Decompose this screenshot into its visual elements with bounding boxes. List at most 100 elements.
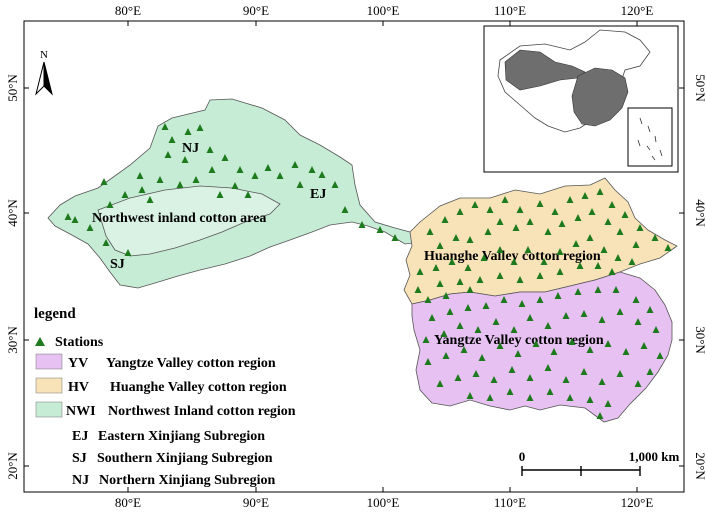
legend-sj-code: SJ	[72, 451, 87, 466]
station-marker-icon	[466, 392, 474, 399]
station-marker-icon	[574, 288, 582, 295]
station-marker-icon	[448, 258, 456, 265]
station-marker-icon	[551, 208, 559, 215]
station-marker-icon	[460, 346, 468, 353]
station-marker-icon	[544, 364, 552, 371]
station-marker-icon	[466, 236, 474, 243]
legend-station-icon	[35, 337, 45, 346]
legend-hv-text: Huanghe Valley cotton region	[110, 380, 287, 395]
station-marker-icon	[480, 254, 488, 261]
nwi-label: Northwest inland cotton area	[92, 211, 266, 226]
legend-nj-text: Northern Xinjiang Subregion	[99, 473, 276, 488]
legend-title: legend	[34, 306, 76, 322]
station-marker-icon	[628, 258, 636, 265]
station-marker-icon	[424, 358, 432, 365]
station-marker-icon	[436, 280, 444, 287]
station-marker-icon	[484, 228, 492, 235]
station-marker-icon	[441, 216, 449, 223]
station-marker-icon	[508, 366, 516, 373]
station-marker-icon	[632, 296, 640, 303]
station-marker-icon	[598, 378, 606, 385]
station-marker-icon	[472, 370, 480, 377]
station-marker-icon	[276, 172, 284, 179]
station-marker-icon	[536, 272, 544, 279]
station-marker-icon	[596, 412, 604, 419]
station-marker-icon	[414, 286, 422, 293]
station-marker-icon	[651, 234, 659, 241]
station-marker-icon	[341, 206, 349, 213]
station-marker-icon	[664, 244, 672, 251]
legend-hv-swatch	[35, 377, 63, 394]
nwi-region	[47, 98, 421, 289]
station-marker-icon	[184, 128, 192, 135]
station-marker-icon	[526, 218, 534, 225]
station-marker-icon	[164, 151, 172, 158]
hv-label: Huanghe Valley cotton region	[424, 249, 601, 264]
station-marker-icon	[566, 196, 574, 203]
ej-label: EJ	[310, 187, 326, 202]
station-marker-icon	[376, 226, 384, 233]
svg-text:N: N	[40, 49, 48, 61]
station-marker-icon	[486, 206, 494, 213]
legend-nwi-swatch	[35, 401, 63, 418]
station-marker-icon	[308, 166, 316, 173]
station-marker-icon	[436, 380, 444, 387]
station-marker-icon	[291, 161, 299, 168]
station-marker-icon	[634, 318, 642, 325]
station-marker-icon	[454, 374, 462, 381]
station-marker-icon	[121, 191, 129, 198]
station-marker-icon	[486, 394, 494, 401]
legend-nwi-code: NWI	[66, 404, 96, 419]
station-marker-icon	[621, 211, 629, 218]
station-marker-icon	[446, 308, 454, 315]
station-marker-icon	[482, 302, 490, 309]
station-marker-icon	[600, 246, 608, 253]
station-marker-icon	[264, 164, 272, 171]
legend-stations-label: Stations	[55, 335, 104, 350]
station-marker-icon	[616, 228, 624, 235]
station-marker-icon	[221, 154, 229, 161]
station-marker-icon	[208, 166, 216, 173]
scale-end-label: 1,000 km	[629, 449, 680, 464]
legend-yv-swatch	[35, 353, 63, 370]
station-marker-icon	[516, 276, 524, 283]
top-tick-label: 110°E	[494, 3, 526, 18]
station-marker-icon	[544, 322, 552, 329]
station-marker-icon	[640, 342, 648, 349]
station-marker-icon	[416, 268, 424, 275]
station-marker-icon	[501, 196, 509, 203]
station-marker-icon	[391, 234, 399, 241]
legend: legend Stations YV Yangtze Valley cotton…	[34, 306, 296, 488]
station-marker-icon	[102, 239, 110, 246]
station-marker-icon	[588, 208, 596, 215]
station-marker-icon	[510, 326, 518, 333]
bottom-tick-label: 100°E	[367, 495, 400, 510]
station-marker-icon	[466, 286, 474, 293]
station-marker-icon	[616, 308, 624, 315]
bottom-tick-label: 110°E	[494, 495, 526, 510]
legend-yv-code: YV	[68, 356, 88, 371]
station-marker-icon	[536, 200, 544, 207]
station-marker-icon	[331, 181, 339, 188]
station-marker-icon	[614, 254, 622, 261]
station-marker-icon	[580, 368, 588, 375]
station-marker-icon	[526, 374, 534, 381]
station-marker-icon	[566, 394, 574, 401]
station-marker-icon	[514, 350, 522, 357]
station-marker-icon	[251, 172, 259, 179]
legend-yv-text: Yangtze Valley cotton region	[106, 356, 276, 371]
scale-start-label: 0	[519, 449, 526, 464]
station-marker-icon	[581, 192, 589, 199]
station-marker-icon	[596, 188, 604, 195]
station-marker-icon	[574, 214, 582, 221]
station-markers	[64, 123, 672, 419]
station-marker-icon	[496, 342, 504, 349]
top-tick-label: 90°E	[243, 3, 269, 18]
station-marker-icon	[510, 258, 518, 265]
bottom-tick-label: 90°E	[243, 495, 269, 510]
station-marker-icon	[512, 224, 520, 231]
legend-nj-code: NJ	[72, 473, 89, 488]
station-marker-icon	[594, 262, 602, 269]
station-marker-icon	[474, 326, 482, 333]
